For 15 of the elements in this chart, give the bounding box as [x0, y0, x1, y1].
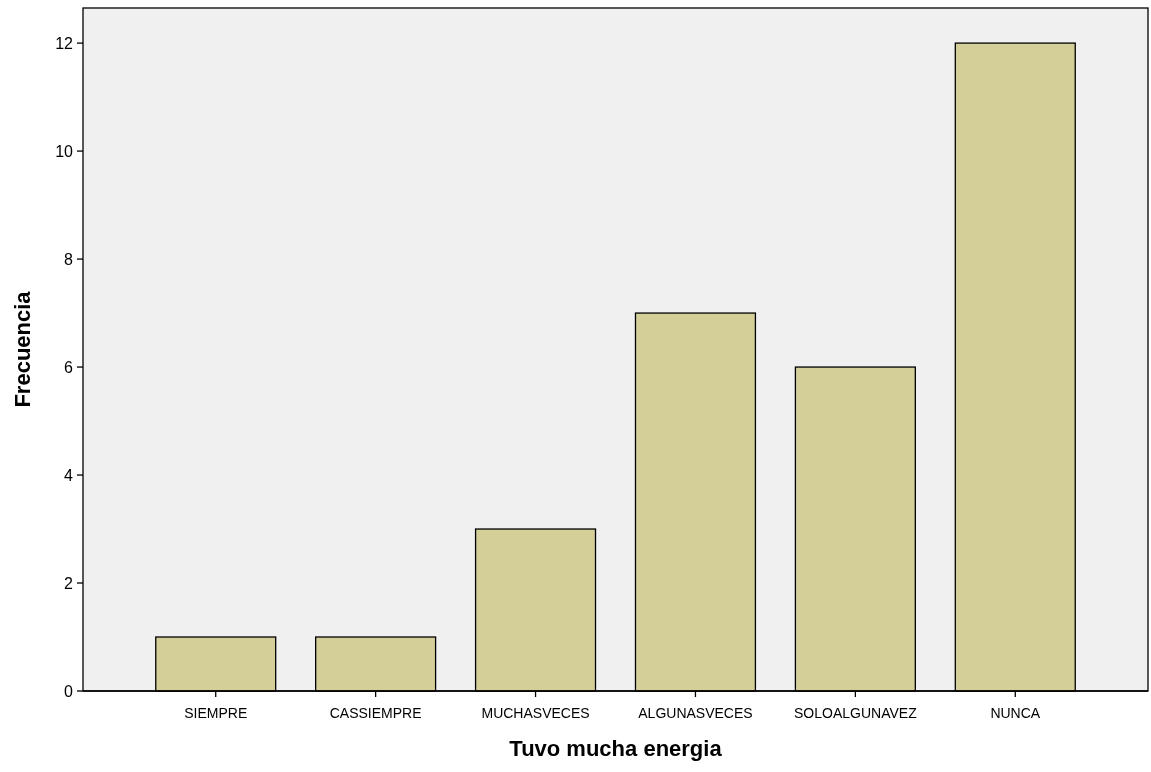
y-tick-label: 0 [64, 682, 74, 700]
x-tick-label: ALGUNASVECES [638, 705, 753, 721]
y-axis-title: Frecuencia [10, 290, 35, 408]
x-tick-label: NUNCA [990, 705, 1041, 721]
y-tick-label: 10 [55, 142, 74, 160]
x-axis-title: Tuvo mucha energia [509, 736, 723, 761]
y-tick-label: 2 [64, 574, 74, 592]
y-tick-label: 12 [55, 34, 74, 52]
x-tick-label: SOLOALGUNAVEZ [794, 705, 918, 721]
y-tick-label: 6 [64, 358, 74, 376]
x-tick-label: CASSIEMPRE [329, 705, 422, 721]
y-tick-label: 4 [64, 466, 74, 484]
x-tick-label: SIEMPRE [184, 705, 248, 721]
x-tick-label: MUCHASVECES [481, 705, 590, 721]
y-tick-label: 8 [64, 250, 74, 268]
